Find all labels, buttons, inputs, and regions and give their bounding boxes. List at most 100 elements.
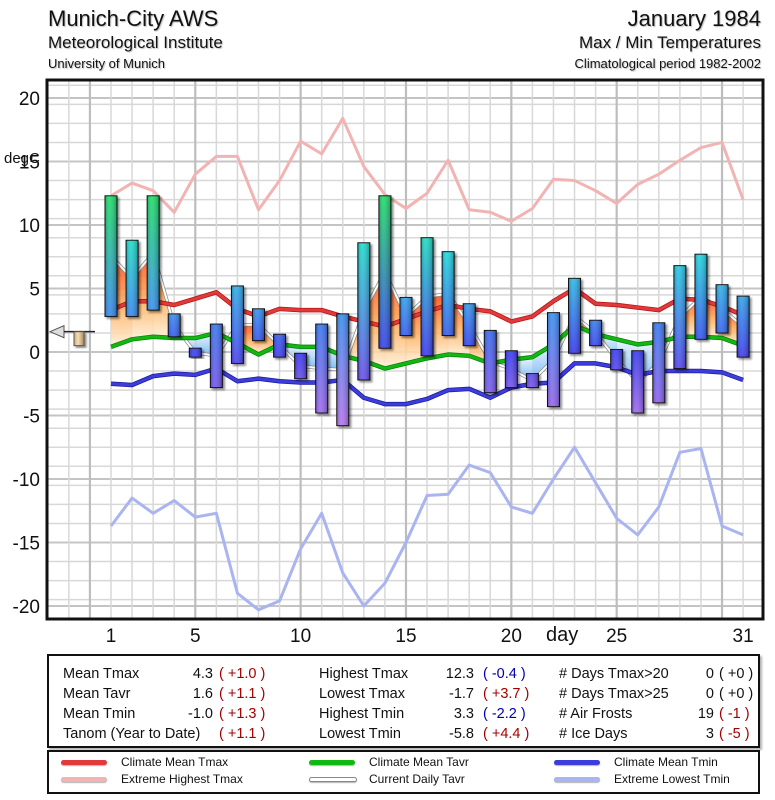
stat-value: -5.8 bbox=[449, 726, 474, 742]
stat-anomaly: ( +0 ) bbox=[719, 686, 754, 702]
stat-row: Highest Tmax 12.3 ( -0.4 ) bbox=[319, 664, 526, 684]
stat-anomaly: ( +0 ) bbox=[719, 666, 754, 682]
daily-bar-shading bbox=[210, 324, 223, 388]
daily-bar-shading bbox=[168, 313, 181, 337]
stat-row: # Ice Days 3 ( -5 ) bbox=[559, 724, 759, 744]
y-tick-label: -20 bbox=[13, 597, 40, 618]
stat-anomaly: ( +3.7 ) bbox=[483, 686, 530, 702]
chart-subtitle: Max / Min Temperatures bbox=[578, 33, 761, 52]
legend-swatch bbox=[554, 760, 600, 765]
daily-bar-shading bbox=[610, 349, 623, 370]
y-axis: 20 15 10 5 0 -5 -10 -15 -20 bbox=[13, 89, 40, 618]
stat-row: Mean Tmin -1.0 ( +1.3 ) bbox=[63, 704, 293, 724]
daily-bar-shading bbox=[694, 254, 707, 340]
university-title: University of Munich bbox=[48, 56, 166, 71]
daily-bar-shading bbox=[631, 350, 644, 413]
daily-bar-shading bbox=[336, 313, 349, 426]
stats-column-counts: # Days Tmax>20 0 ( +0 ) # Days Tmax>25 0 ( +0… bbox=[559, 664, 759, 744]
legend-swatch bbox=[554, 777, 600, 782]
stat-value: 1.6 bbox=[192, 686, 213, 702]
daily-bar-shading bbox=[315, 324, 328, 413]
stat-label: Lowest Tmax bbox=[319, 686, 405, 702]
daily-bar-shading bbox=[463, 303, 476, 346]
period-title: Climatological period 1982-2002 bbox=[574, 56, 761, 71]
daily-bar-shading bbox=[421, 237, 434, 356]
stat-value: -1.0 bbox=[188, 706, 213, 722]
y-tick-label: -10 bbox=[13, 470, 40, 491]
daily-bar-shading bbox=[442, 251, 455, 336]
stat-row: Lowest Tmin -5.8 ( +4.4 ) bbox=[319, 724, 529, 744]
y-tick-label: 5 bbox=[29, 280, 40, 301]
daily-bar-shading bbox=[526, 373, 539, 388]
daily-bar-shading bbox=[357, 242, 370, 380]
x-axis: 1 5 10 15 20 25 31 bbox=[106, 626, 754, 647]
legend-swatch bbox=[309, 777, 357, 782]
legend-swatch bbox=[61, 777, 107, 782]
legend: Climate Mean Tmax Extreme Highest Tmax Cli… bbox=[47, 750, 760, 794]
daily-bar-shading bbox=[147, 195, 160, 311]
stat-anomaly: ( -0.4 ) bbox=[483, 666, 526, 682]
legend-label: Extreme Lowest Tmin bbox=[614, 772, 730, 786]
x-tick-label: 15 bbox=[395, 626, 416, 647]
stats-panel: Mean Tmax 4.3 ( +1.0 ) Mean Tavr 1.6 ( +1.1 )… bbox=[47, 654, 760, 748]
daily-bar-shading bbox=[399, 297, 412, 336]
y-tick-label: -5 bbox=[23, 407, 40, 428]
stat-row: # Air Frosts 19 ( -1 ) bbox=[559, 704, 759, 724]
daily-bar-shading bbox=[505, 350, 518, 388]
stat-label: # Ice Days bbox=[559, 726, 628, 742]
stat-label: Mean Tmin bbox=[63, 706, 136, 722]
x-axis-label: day bbox=[546, 624, 578, 646]
y-tick-label: 20 bbox=[19, 89, 40, 110]
daily-bar-shading bbox=[231, 285, 244, 364]
stat-anomaly: ( -1 ) bbox=[719, 706, 750, 722]
stat-label: Highest Tmin bbox=[319, 706, 405, 722]
month-title: January 1984 bbox=[627, 6, 761, 31]
x-tick-label: 1 bbox=[106, 626, 117, 647]
daily-bar-shading bbox=[716, 284, 729, 333]
daily-bar-shading bbox=[589, 320, 602, 346]
stat-anomaly: ( -5 ) bbox=[719, 726, 750, 742]
grid bbox=[47, 80, 763, 620]
stat-value: 0 bbox=[705, 686, 714, 702]
stat-label: # Air Frosts bbox=[559, 706, 633, 722]
daily-bar-shading bbox=[652, 322, 665, 403]
y-tick-label: 15 bbox=[19, 153, 40, 174]
stat-row: Mean Tmax 4.3 ( +1.0 ) bbox=[63, 664, 293, 684]
stat-label: # Days Tmax>25 bbox=[559, 686, 669, 702]
stat-label: # Days Tmax>20 bbox=[559, 666, 669, 682]
daily-bar-shading bbox=[126, 240, 139, 317]
stat-row: Lowest Tmax -1.7 ( +3.7 ) bbox=[319, 684, 529, 704]
y-tick-label: -15 bbox=[13, 534, 40, 555]
monthly-anomaly-bar bbox=[73, 331, 85, 347]
stat-value: 3 bbox=[705, 726, 714, 742]
daily-bars bbox=[104, 195, 750, 427]
stat-label: Mean Tmax bbox=[63, 666, 140, 682]
stat-label: Highest Tmax bbox=[319, 666, 409, 682]
monthly-indicator bbox=[48, 324, 95, 347]
stats-column-extremes: Highest Tmax 12.3 ( -0.4 ) Lowest Tmax -1.7 (… bbox=[319, 664, 529, 744]
daily-bar-shading bbox=[568, 278, 581, 354]
stat-anomaly: ( +1.3 ) bbox=[219, 706, 266, 722]
stat-row: # Days Tmax>20 0 ( +0 ) bbox=[559, 664, 759, 684]
plot-frame bbox=[45, 78, 765, 621]
x-tick-label: 5 bbox=[190, 626, 201, 647]
daily-bar-shading bbox=[105, 195, 117, 317]
stat-value: 4.3 bbox=[192, 666, 213, 682]
stat-value: 12.3 bbox=[445, 666, 474, 682]
stat-label: Mean Tavr bbox=[63, 686, 131, 702]
stat-anomaly: ( -2.2 ) bbox=[483, 706, 526, 722]
y-tick-label: 0 bbox=[29, 343, 40, 364]
stats-column-means: Mean Tmax 4.3 ( +1.0 ) Mean Tavr 1.6 ( +1.1 )… bbox=[63, 664, 293, 744]
stat-row: # Days Tmax>25 0 ( +0 ) bbox=[559, 684, 759, 704]
institute-title: Meteorological Institute bbox=[48, 33, 223, 52]
x-tick-label: 10 bbox=[290, 626, 311, 647]
extreme-highest-tmax-line bbox=[110, 116, 745, 223]
stat-value: 3.3 bbox=[453, 706, 474, 722]
legend-label: Current Daily Tavr bbox=[369, 772, 465, 786]
daily-bar-shading bbox=[547, 312, 560, 407]
y-tick-label: 10 bbox=[19, 216, 40, 237]
stat-label: Tanom (Year to Date) bbox=[63, 726, 201, 742]
legend-label: Climate Mean Tavr bbox=[369, 755, 469, 769]
stat-anomaly: ( +4.4 ) bbox=[483, 726, 530, 742]
daily-bar-shading bbox=[273, 334, 286, 358]
